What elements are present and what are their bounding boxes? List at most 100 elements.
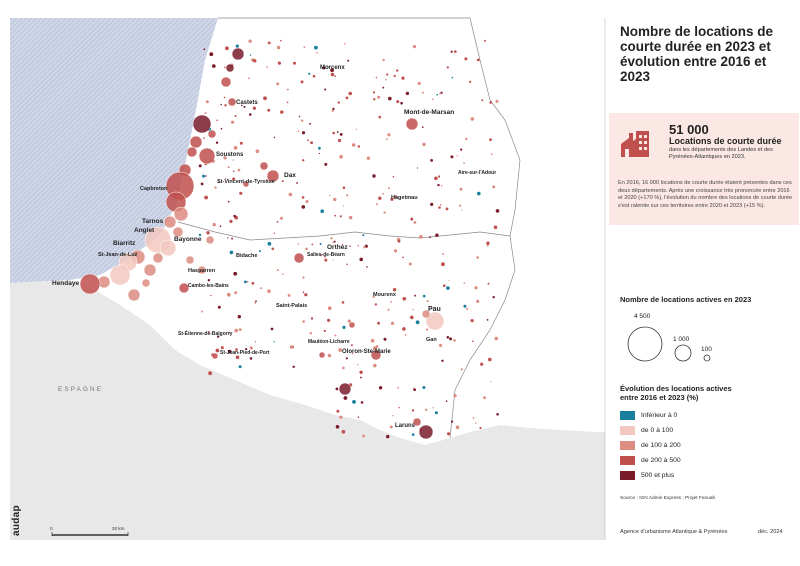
commune-bubble <box>266 169 280 183</box>
commune-dot <box>481 99 484 102</box>
commune-dot <box>223 156 227 160</box>
commune-dot <box>492 296 495 299</box>
commune-bubble <box>173 206 189 222</box>
commune-dot <box>366 156 371 160</box>
commune-dot <box>271 247 275 251</box>
place-label: St-Vincent-de-Tyrosse <box>217 179 275 185</box>
commune-bubble <box>178 282 190 294</box>
source: Source : IGN Admin Express ; Projet Fenu… <box>620 496 716 501</box>
commune-dot <box>413 388 417 392</box>
commune-dot <box>216 119 218 122</box>
commune-dot <box>289 345 294 349</box>
commune-dot <box>305 200 309 203</box>
size-legend-title: Nombre de locations actives en 2023 <box>620 295 752 304</box>
commune-dot <box>252 106 256 110</box>
commune-dot <box>474 286 478 290</box>
commune-dot <box>270 327 274 331</box>
commune-dot <box>374 303 378 306</box>
commune-dot <box>410 217 414 221</box>
commune-dot <box>215 348 220 353</box>
commune-dot <box>308 72 311 75</box>
commune-dot <box>416 167 419 169</box>
commune-dot <box>320 209 325 213</box>
commune-dot <box>298 115 301 118</box>
commune-dot <box>296 182 298 184</box>
commune-dot <box>342 186 346 189</box>
commune-dot <box>343 396 348 400</box>
commune-dot <box>463 162 465 164</box>
commune-dot <box>390 301 392 303</box>
commune-dot <box>203 137 205 139</box>
commune-dot <box>276 220 279 223</box>
commune-bubble <box>152 252 164 264</box>
commune-dot <box>328 66 330 68</box>
commune-dot <box>281 180 284 183</box>
commune-dot <box>323 329 326 332</box>
commune-dot <box>233 271 238 276</box>
commune-dot <box>231 237 234 240</box>
commune-bubble <box>338 382 352 396</box>
commune-dot <box>430 202 434 206</box>
commune-dot <box>324 162 328 166</box>
commune-dot <box>450 155 454 159</box>
place-label: Hagetmau <box>391 195 418 201</box>
commune-dot <box>277 61 281 65</box>
commune-dot <box>372 91 376 94</box>
commune-bubble <box>405 117 419 131</box>
commune-bubble <box>370 349 382 361</box>
commune-dot <box>411 433 415 436</box>
commune-dot <box>203 48 206 51</box>
commune-dot <box>267 108 271 112</box>
commune-dot <box>475 422 477 424</box>
commune-dot <box>460 368 463 371</box>
commune-dot <box>402 297 407 301</box>
commune-dot <box>434 176 438 181</box>
commune-dot <box>486 319 489 321</box>
commune-dot <box>463 304 467 308</box>
commune-dot <box>426 300 429 302</box>
commune-dot <box>422 142 426 147</box>
scale-start-label: 0 <box>50 526 53 531</box>
commune-bubble <box>205 235 215 245</box>
commune-dot <box>373 98 376 101</box>
commune-dot <box>360 376 362 379</box>
commune-bubble <box>207 129 217 139</box>
commune-dot <box>334 75 336 77</box>
place-label: St-Étienne-de-Baïgorry <box>178 329 233 337</box>
commune-dot <box>398 406 400 409</box>
commune-dot <box>233 146 238 150</box>
commune-dot <box>336 409 340 413</box>
commune-dot <box>410 315 414 320</box>
commune-dot <box>396 100 400 104</box>
color-legend-label: Inférieur à 0 <box>641 412 678 419</box>
color-legend-label: 500 et plus <box>641 472 675 479</box>
commune-dot <box>378 196 382 200</box>
commune-dot <box>397 386 399 389</box>
commune-dot <box>360 401 364 404</box>
commune-dot <box>349 245 351 247</box>
commune-bubble <box>127 288 141 302</box>
commune-dot <box>217 305 221 309</box>
commune-dot <box>448 279 450 281</box>
commune-dot <box>237 168 241 172</box>
commune-dot <box>253 59 257 63</box>
commune-dot <box>327 353 332 358</box>
commune-dot <box>419 235 423 239</box>
place-label: Biarritz <box>113 240 136 247</box>
commune-dot <box>332 241 334 244</box>
commune-dot <box>393 74 396 78</box>
commune-dot <box>472 417 475 419</box>
commune-dot <box>215 141 219 144</box>
place-label: Salies-de-Béarn <box>307 252 345 258</box>
commune-bubble <box>172 226 184 238</box>
commune-dot <box>441 262 445 267</box>
commune-dot <box>218 181 221 184</box>
commune-dot <box>266 66 268 68</box>
place-label: Dax <box>284 172 296 179</box>
commune-dot <box>332 259 334 261</box>
size-legend-medium <box>674 344 692 362</box>
commune-dot <box>310 317 314 320</box>
commune-dot <box>352 143 356 147</box>
commune-dot <box>366 266 368 268</box>
commune-dot <box>267 289 271 294</box>
